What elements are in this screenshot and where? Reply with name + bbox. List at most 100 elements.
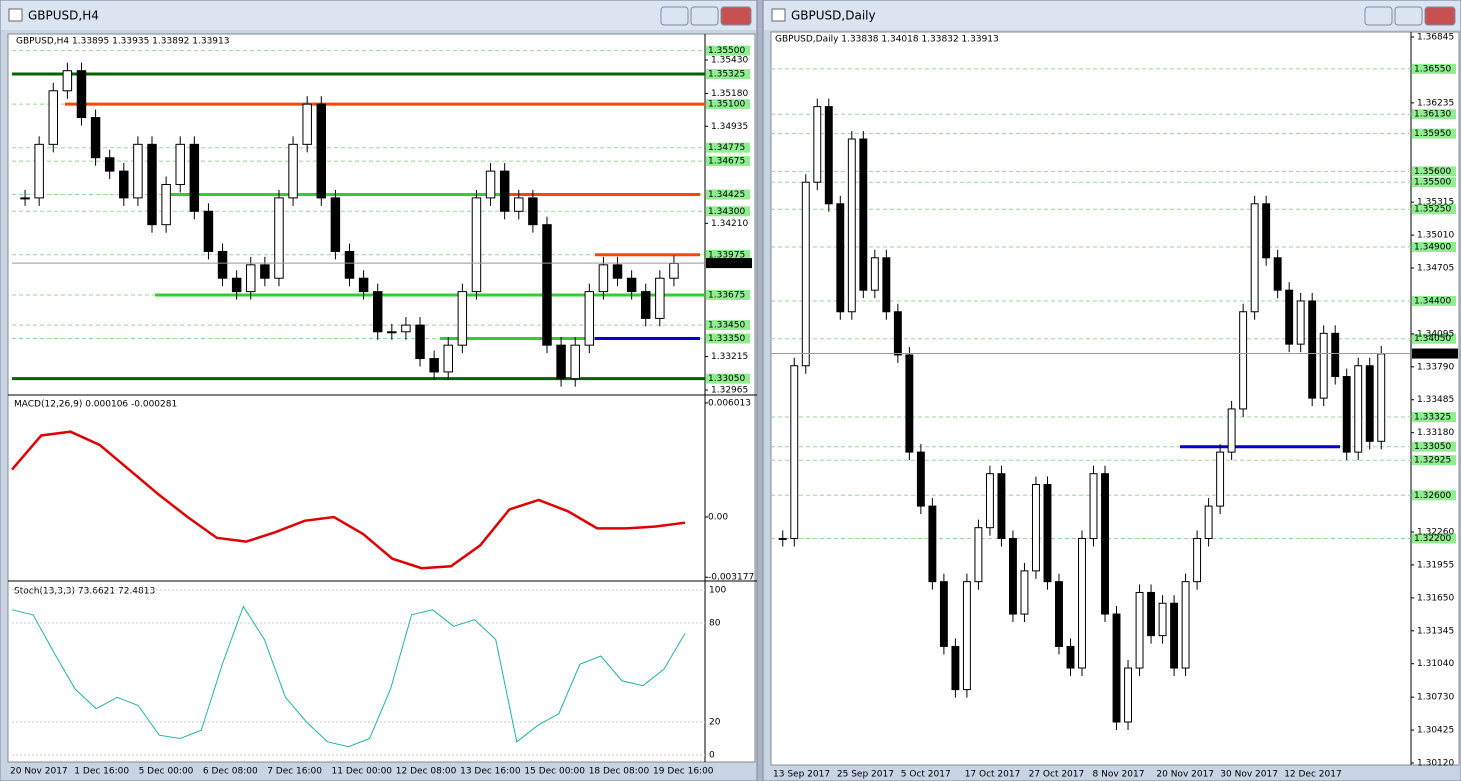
date-label: 12 Dec 08:00 bbox=[396, 767, 457, 777]
close-button[interactable] bbox=[1424, 6, 1456, 26]
price-tick-label: 1.34935 bbox=[711, 122, 748, 132]
candle bbox=[429, 358, 439, 373]
stoch-main bbox=[11, 605, 686, 748]
candle bbox=[147, 143, 157, 226]
price-tick-label: 1.31650 bbox=[1417, 593, 1454, 603]
level-label: 1.36130 bbox=[1414, 110, 1451, 120]
candle bbox=[1262, 203, 1271, 259]
candle bbox=[1043, 483, 1052, 583]
candle bbox=[528, 197, 538, 226]
level-label: 1.35500 bbox=[1414, 178, 1451, 188]
level-box bbox=[1412, 241, 1456, 252]
chart-header: GBPUSD,H4 1.33895 1.33935 1.33892 1.3391… bbox=[16, 37, 229, 47]
candle bbox=[985, 473, 994, 529]
candle bbox=[1308, 300, 1317, 399]
date-label: 30 Nov 2017 bbox=[1220, 770, 1278, 780]
candle bbox=[1365, 365, 1374, 442]
candle bbox=[330, 197, 341, 252]
candle bbox=[133, 143, 143, 199]
level-label: 1.32925 bbox=[1414, 456, 1451, 466]
level-box bbox=[706, 69, 750, 80]
date-label: 12 Dec 2017 bbox=[1284, 770, 1342, 780]
level-label: 1.34675 bbox=[708, 157, 745, 167]
candle bbox=[1296, 300, 1305, 345]
maximize-button[interactable] bbox=[1394, 6, 1423, 26]
level-label: 1.34050 bbox=[1414, 334, 1451, 344]
current-price-label: 1.33913 bbox=[708, 259, 745, 269]
level-box bbox=[706, 45, 750, 56]
candle bbox=[387, 331, 397, 334]
candle bbox=[1089, 473, 1098, 539]
candle bbox=[344, 250, 355, 279]
level-label: 1.34300 bbox=[708, 207, 745, 217]
candle bbox=[801, 181, 810, 367]
price-tick-label: 1.30730 bbox=[1417, 693, 1454, 703]
level-box bbox=[1412, 63, 1456, 74]
candle bbox=[939, 581, 948, 647]
current-price-box bbox=[1412, 348, 1458, 359]
price-tick-label: 1.35010 bbox=[1417, 231, 1454, 241]
candle bbox=[997, 473, 1006, 539]
candle bbox=[1147, 591, 1156, 637]
level-label: 1.34425 bbox=[708, 190, 745, 200]
close-button[interactable] bbox=[720, 6, 752, 26]
candle bbox=[556, 344, 566, 380]
candle bbox=[1342, 376, 1351, 453]
macd-tick-label: 0.00 bbox=[708, 513, 728, 523]
candle bbox=[1008, 537, 1017, 615]
stoch-tick-label: 80 bbox=[709, 619, 721, 629]
date-label: 19 Dec 16:00 bbox=[653, 767, 714, 777]
candle bbox=[1020, 570, 1029, 615]
candle bbox=[598, 264, 609, 293]
candle bbox=[1250, 203, 1259, 313]
level-box bbox=[1412, 128, 1456, 139]
candle bbox=[1273, 257, 1282, 291]
candle bbox=[882, 257, 891, 313]
candle bbox=[870, 257, 879, 291]
candle bbox=[655, 277, 665, 319]
candle bbox=[1181, 581, 1190, 669]
level-label: 1.33050 bbox=[708, 374, 745, 384]
candle bbox=[457, 291, 468, 346]
candle bbox=[246, 264, 256, 293]
price-tick-label: 1.36845 bbox=[1417, 33, 1454, 43]
level-box bbox=[706, 99, 750, 110]
stoch-label: Stoch(13,3,3) 73.6621 72.4813 bbox=[14, 587, 155, 597]
price-tick-label: 1.34095 bbox=[1417, 329, 1454, 339]
candle bbox=[1331, 332, 1340, 378]
candle bbox=[499, 170, 510, 212]
macd-tick-label: 0.006013 bbox=[708, 399, 751, 409]
level-box bbox=[1412, 412, 1456, 423]
minimize-button[interactable] bbox=[660, 6, 689, 26]
candle bbox=[847, 138, 856, 313]
candle bbox=[1066, 645, 1075, 669]
current-price-label: 1.33913 bbox=[1414, 349, 1451, 359]
candle bbox=[1124, 667, 1132, 723]
level-box bbox=[1412, 204, 1456, 215]
candle bbox=[1216, 451, 1225, 507]
date-label: 20 Nov 2017 bbox=[10, 767, 68, 777]
candle bbox=[485, 170, 496, 199]
level-label: 1.34400 bbox=[1414, 296, 1451, 306]
candle bbox=[974, 527, 983, 583]
minimize-button[interactable] bbox=[1364, 6, 1393, 26]
candle bbox=[1112, 613, 1121, 723]
candle bbox=[302, 103, 312, 145]
date-label: 20 Nov 2017 bbox=[1156, 770, 1214, 780]
price-tick-label: 1.33180 bbox=[1417, 428, 1454, 438]
candle bbox=[962, 581, 971, 691]
candle bbox=[1170, 602, 1179, 669]
maximize-button[interactable] bbox=[690, 6, 719, 26]
candle bbox=[1285, 289, 1294, 345]
macd-tick-label: -0.003177 bbox=[708, 573, 754, 583]
chart-area bbox=[7, 33, 756, 763]
level-box bbox=[706, 373, 750, 384]
level-box bbox=[1412, 441, 1456, 452]
level-label: 1.32600 bbox=[1414, 491, 1451, 501]
level-label: 1.33350 bbox=[708, 334, 745, 344]
candle bbox=[415, 324, 425, 360]
macd-signal bbox=[11, 430, 686, 570]
stoch-tick-label: 20 bbox=[709, 718, 721, 728]
candle bbox=[76, 70, 87, 119]
